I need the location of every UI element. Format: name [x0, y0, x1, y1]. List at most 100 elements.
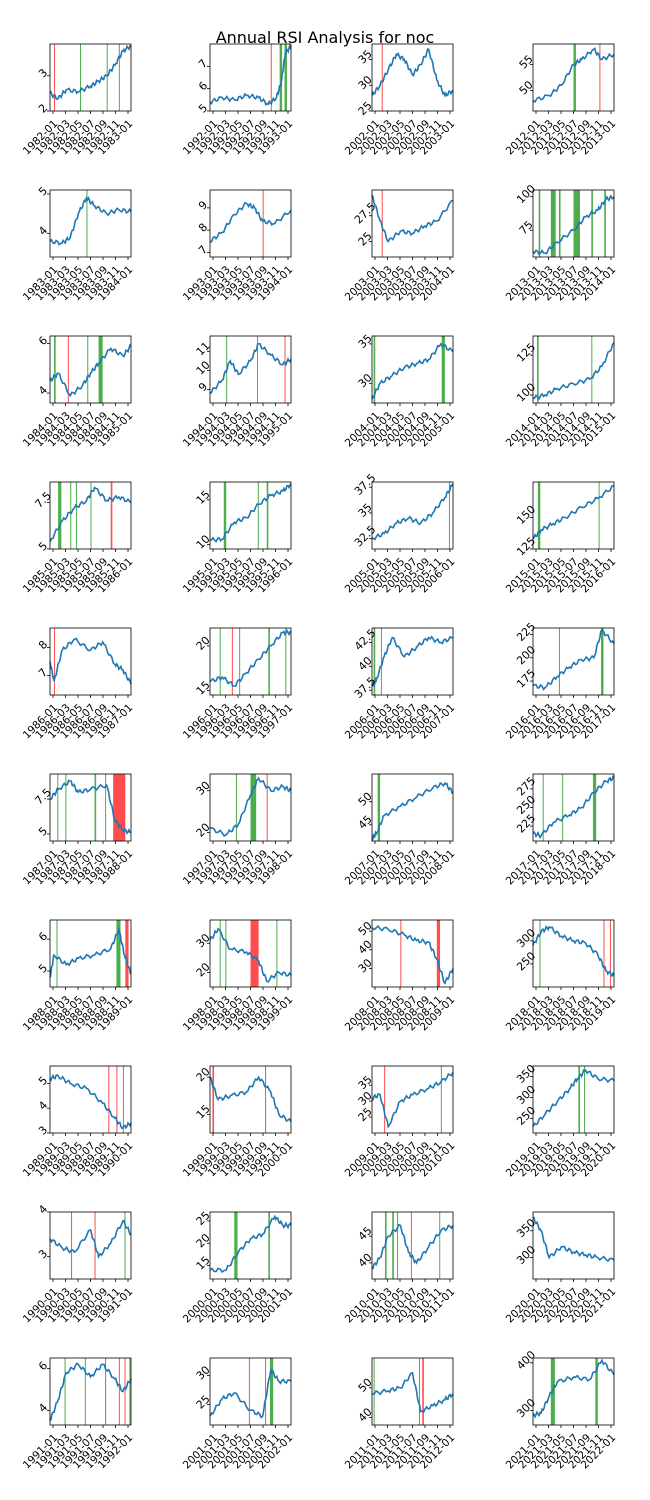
- series-line: [209, 776, 292, 837]
- y-tick-label: 4: [36, 1202, 50, 1216]
- sell-signal-band: [266, 774, 268, 841]
- series-line: [532, 47, 615, 104]
- subplot-1987: 57.51987-011987-031987-051987-071987-091…: [21, 773, 135, 887]
- buy-signal-band: [64, 1358, 66, 1425]
- buy-signal-band: [225, 920, 227, 987]
- subplot-2012: 50552012-012012-032012-052012-072012-092…: [504, 43, 618, 157]
- y-tick-label: 275: [514, 774, 538, 798]
- y-tick-label: 7: [196, 57, 210, 71]
- buy-signal-band: [269, 1358, 274, 1425]
- buy-signal-band: [219, 628, 221, 695]
- subplot-2000: 1520252000-012000-032000-052000-072000-0…: [181, 1209, 296, 1325]
- series-line: [49, 1219, 132, 1260]
- buy-signal-band: [124, 1212, 126, 1279]
- axes-frame: [532, 1065, 615, 1134]
- y-tick-label: 250: [514, 793, 538, 817]
- axes-frame: [532, 1211, 615, 1280]
- y-tick-label: 5: [36, 824, 50, 838]
- buy-signal-band: [373, 628, 376, 695]
- sell-signal-band: [108, 1066, 110, 1133]
- y-tick-label: 9: [196, 198, 210, 212]
- y-tick-label: 250: [514, 949, 538, 973]
- buy-signal-band: [573, 44, 576, 111]
- series-line: [49, 1362, 132, 1422]
- sell-signal-band: [54, 628, 56, 695]
- buy-signal-band: [268, 628, 270, 695]
- series-line: [209, 483, 292, 543]
- sell-signal-band: [400, 920, 402, 987]
- buy-signal-band: [57, 774, 59, 841]
- buy-signal-band: [373, 1358, 375, 1425]
- subplot-1997: 20301997-011997-031997-051997-071997-091…: [181, 773, 295, 887]
- series-line: [371, 1072, 454, 1129]
- buy-signal-band: [440, 1066, 442, 1133]
- buy-signal-band: [558, 190, 561, 257]
- subplot-2011: 40502011-012011-032011-052011-072011-092…: [343, 1357, 457, 1471]
- sell-signal-band: [284, 336, 286, 403]
- series-line: [371, 483, 454, 541]
- series-line: [209, 1214, 292, 1274]
- sell-signal-band: [116, 1066, 118, 1133]
- subplot-1984: 461984-011984-031984-051984-071984-09198…: [21, 334, 136, 449]
- subplot-1983: 451983-011983-031983-051983-071983-09198…: [21, 184, 136, 303]
- y-tick-label: 100: [514, 182, 538, 206]
- buy-signal-band: [234, 1212, 238, 1279]
- buy-signal-band: [219, 920, 221, 987]
- sell-signal-band: [603, 920, 605, 987]
- buy-signal-band: [256, 336, 258, 403]
- subplot-2019: 2503003502019-012019-032019-052019-07201…: [504, 1062, 619, 1179]
- series-line: [371, 194, 454, 243]
- y-tick-label: 4: [36, 1401, 50, 1415]
- subplot-1992: 5671992-011992-031992-051992-071992-0919…: [181, 43, 295, 157]
- buy-signal-band: [118, 44, 120, 111]
- buy-signal-band: [79, 44, 81, 111]
- y-tick-label: 300: [514, 1083, 538, 1107]
- buy-signal-band: [377, 774, 381, 841]
- buy-signal-band: [537, 336, 539, 403]
- axes-frame: [371, 627, 454, 696]
- sell-signal-band: [262, 190, 264, 257]
- buy-signal-band: [235, 774, 237, 841]
- subplot-2015: 1251502015-012015-032015-052015-072015-0…: [504, 481, 618, 595]
- buy-signal-band: [98, 336, 103, 403]
- buy-signal-band: [537, 482, 541, 549]
- series-line: [49, 1073, 132, 1130]
- buy-signal-band: [87, 336, 89, 403]
- axes-frame: [49, 1211, 132, 1280]
- buy-signal-band: [106, 44, 108, 111]
- buy-signal-band: [380, 628, 382, 695]
- sell-signal-band: [231, 628, 233, 695]
- sell-signal-band: [67, 336, 69, 403]
- axes-frame: [371, 481, 454, 550]
- subplot-1995: 10151995-011995-031995-051995-071995-091…: [181, 481, 295, 595]
- subplot-1985: 57.51985-011985-031985-051985-071985-091…: [21, 481, 135, 595]
- series-line: [209, 1369, 292, 1419]
- subplot-2003: 2527.52003-012003-032003-052003-072003-0…: [343, 189, 457, 303]
- sell-signal-band: [270, 44, 272, 111]
- y-tick-label: 8: [196, 221, 210, 235]
- sell-signal-band: [122, 1066, 124, 1133]
- buy-signal-band: [90, 482, 92, 549]
- axes-frame: [371, 189, 454, 258]
- subplot-2017: 2252502752017-012017-032017-052017-07201…: [504, 773, 618, 887]
- sell-signal-band: [54, 44, 56, 111]
- axes-frame: [371, 1211, 454, 1280]
- subplot-2013: 751002013-012013-032013-052013-072013-09…: [504, 182, 619, 303]
- y-tick-label: 200: [514, 643, 538, 667]
- y-tick-label: 5: [36, 539, 50, 553]
- series-line: [209, 927, 292, 983]
- buy-signal-band: [373, 336, 376, 403]
- y-tick-label: 125: [514, 535, 538, 559]
- buy-signal-band: [257, 482, 259, 549]
- subplot-1982: 231982-011982-031982-051982-071982-09198…: [21, 43, 135, 157]
- buy-signal-band: [604, 190, 606, 257]
- buy-signal-band: [562, 774, 564, 841]
- figure-title: Annual RSI Analysis for noc: [215, 28, 435, 47]
- series-line: [209, 628, 292, 687]
- series-line: [209, 342, 292, 395]
- subplot-1994: 910111994-011994-031994-051994-071994-09…: [181, 335, 295, 449]
- y-tick-label: 2: [36, 101, 50, 115]
- buy-signal-band: [116, 920, 121, 987]
- sell-signal-band: [410, 1212, 412, 1279]
